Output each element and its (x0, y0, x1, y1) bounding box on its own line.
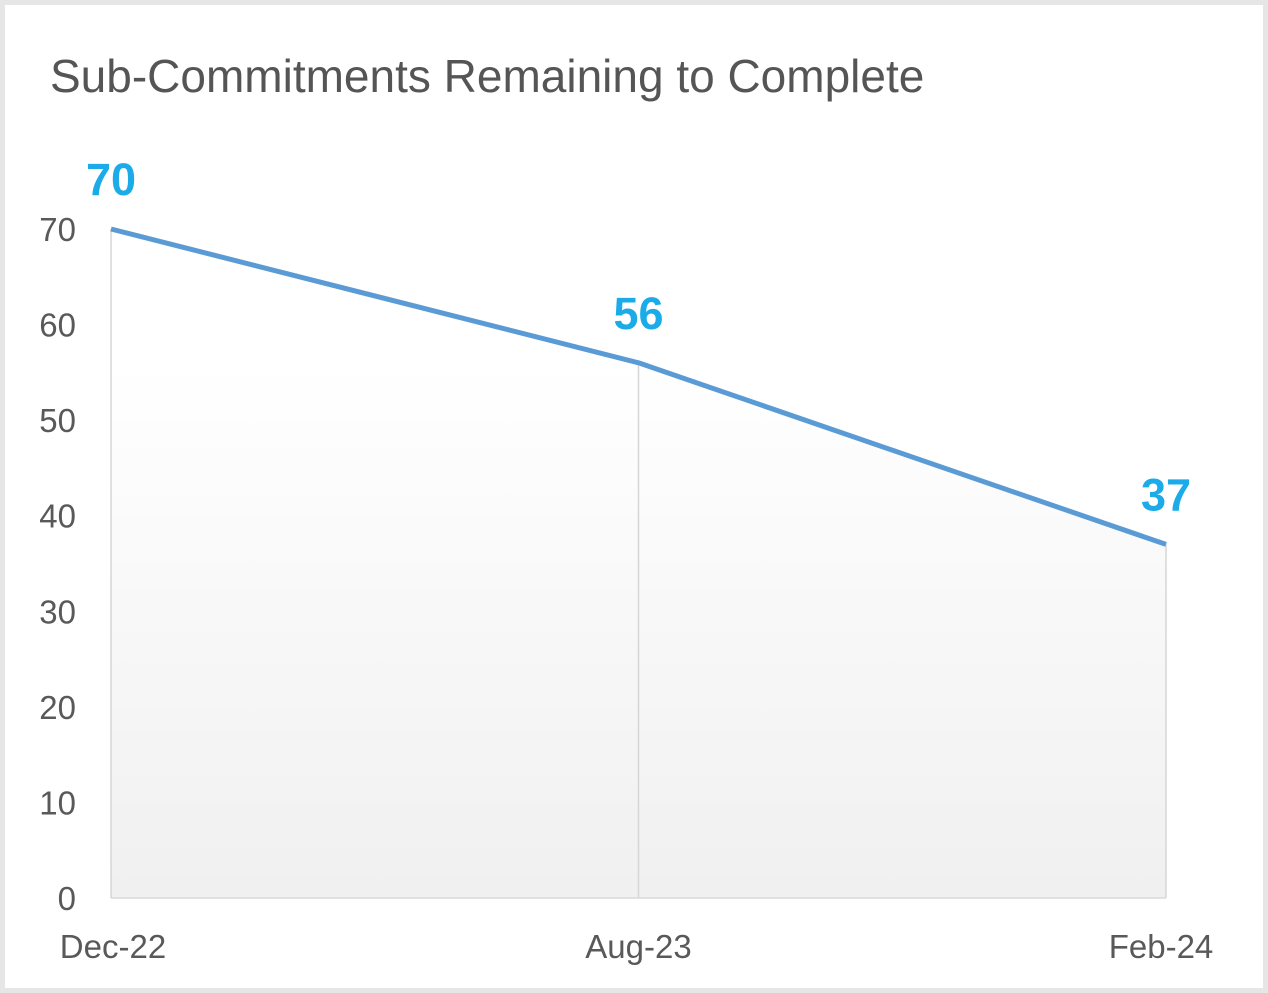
data-label-aug-23: 56 (613, 288, 663, 339)
x-tick-label-feb-24: Feb-24 (1109, 928, 1214, 965)
line-chart: 0 10 20 30 40 50 60 70 Dec-22 Aug-23 Feb-24 70 56 37 (39, 154, 1214, 965)
x-tick-label-aug-23: Aug-23 (585, 928, 691, 965)
chart-title: Sub-Commitments Remaining to Complete (50, 50, 925, 102)
data-label-feb-24: 37 (1141, 469, 1191, 520)
y-tick-label-50: 50 (39, 402, 76, 439)
y-tick-label-20: 20 (39, 689, 76, 726)
y-tick-label-10: 10 (39, 784, 76, 821)
data-label-dec-22: 70 (86, 154, 136, 205)
y-tick-label-30: 30 (39, 593, 76, 630)
y-tick-label-70: 70 (39, 211, 76, 248)
x-tick-label-dec-22: Dec-22 (60, 928, 166, 965)
y-tick-label-0: 0 (58, 880, 76, 917)
y-tick-label-60: 60 (39, 307, 76, 344)
series-line (110, 226, 1167, 547)
y-tick-label-40: 40 (39, 498, 76, 535)
